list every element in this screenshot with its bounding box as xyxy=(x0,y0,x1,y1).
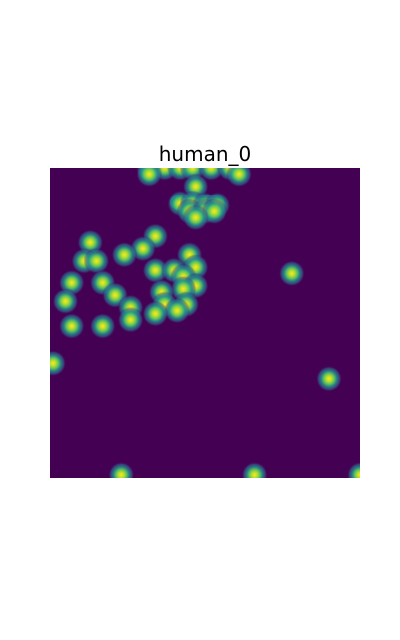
hotspot-20 xyxy=(111,241,138,268)
hotspot-6 xyxy=(226,168,253,188)
hotspot-39 xyxy=(164,297,191,324)
hotspot-layer xyxy=(50,168,360,478)
hotspot-24 xyxy=(142,257,169,284)
hotspot-23 xyxy=(83,248,110,274)
heatmap-plot xyxy=(50,168,360,478)
hotspot-46 xyxy=(108,461,135,478)
hotspot-45 xyxy=(316,365,342,392)
hotspot-42 xyxy=(58,313,85,340)
hotspot-41 xyxy=(117,306,144,333)
hotspot-31 xyxy=(278,260,305,287)
chart-title: human_0 xyxy=(158,142,252,166)
hotspot-40 xyxy=(142,300,169,327)
hotspot-43 xyxy=(89,313,116,340)
hotspot-44 xyxy=(50,350,67,377)
hotspot-35 xyxy=(52,288,79,315)
hotspot-16 xyxy=(182,204,209,231)
hotspot-48 xyxy=(347,461,360,478)
hotspot-7 xyxy=(136,168,163,188)
hotspot-47 xyxy=(241,461,268,478)
